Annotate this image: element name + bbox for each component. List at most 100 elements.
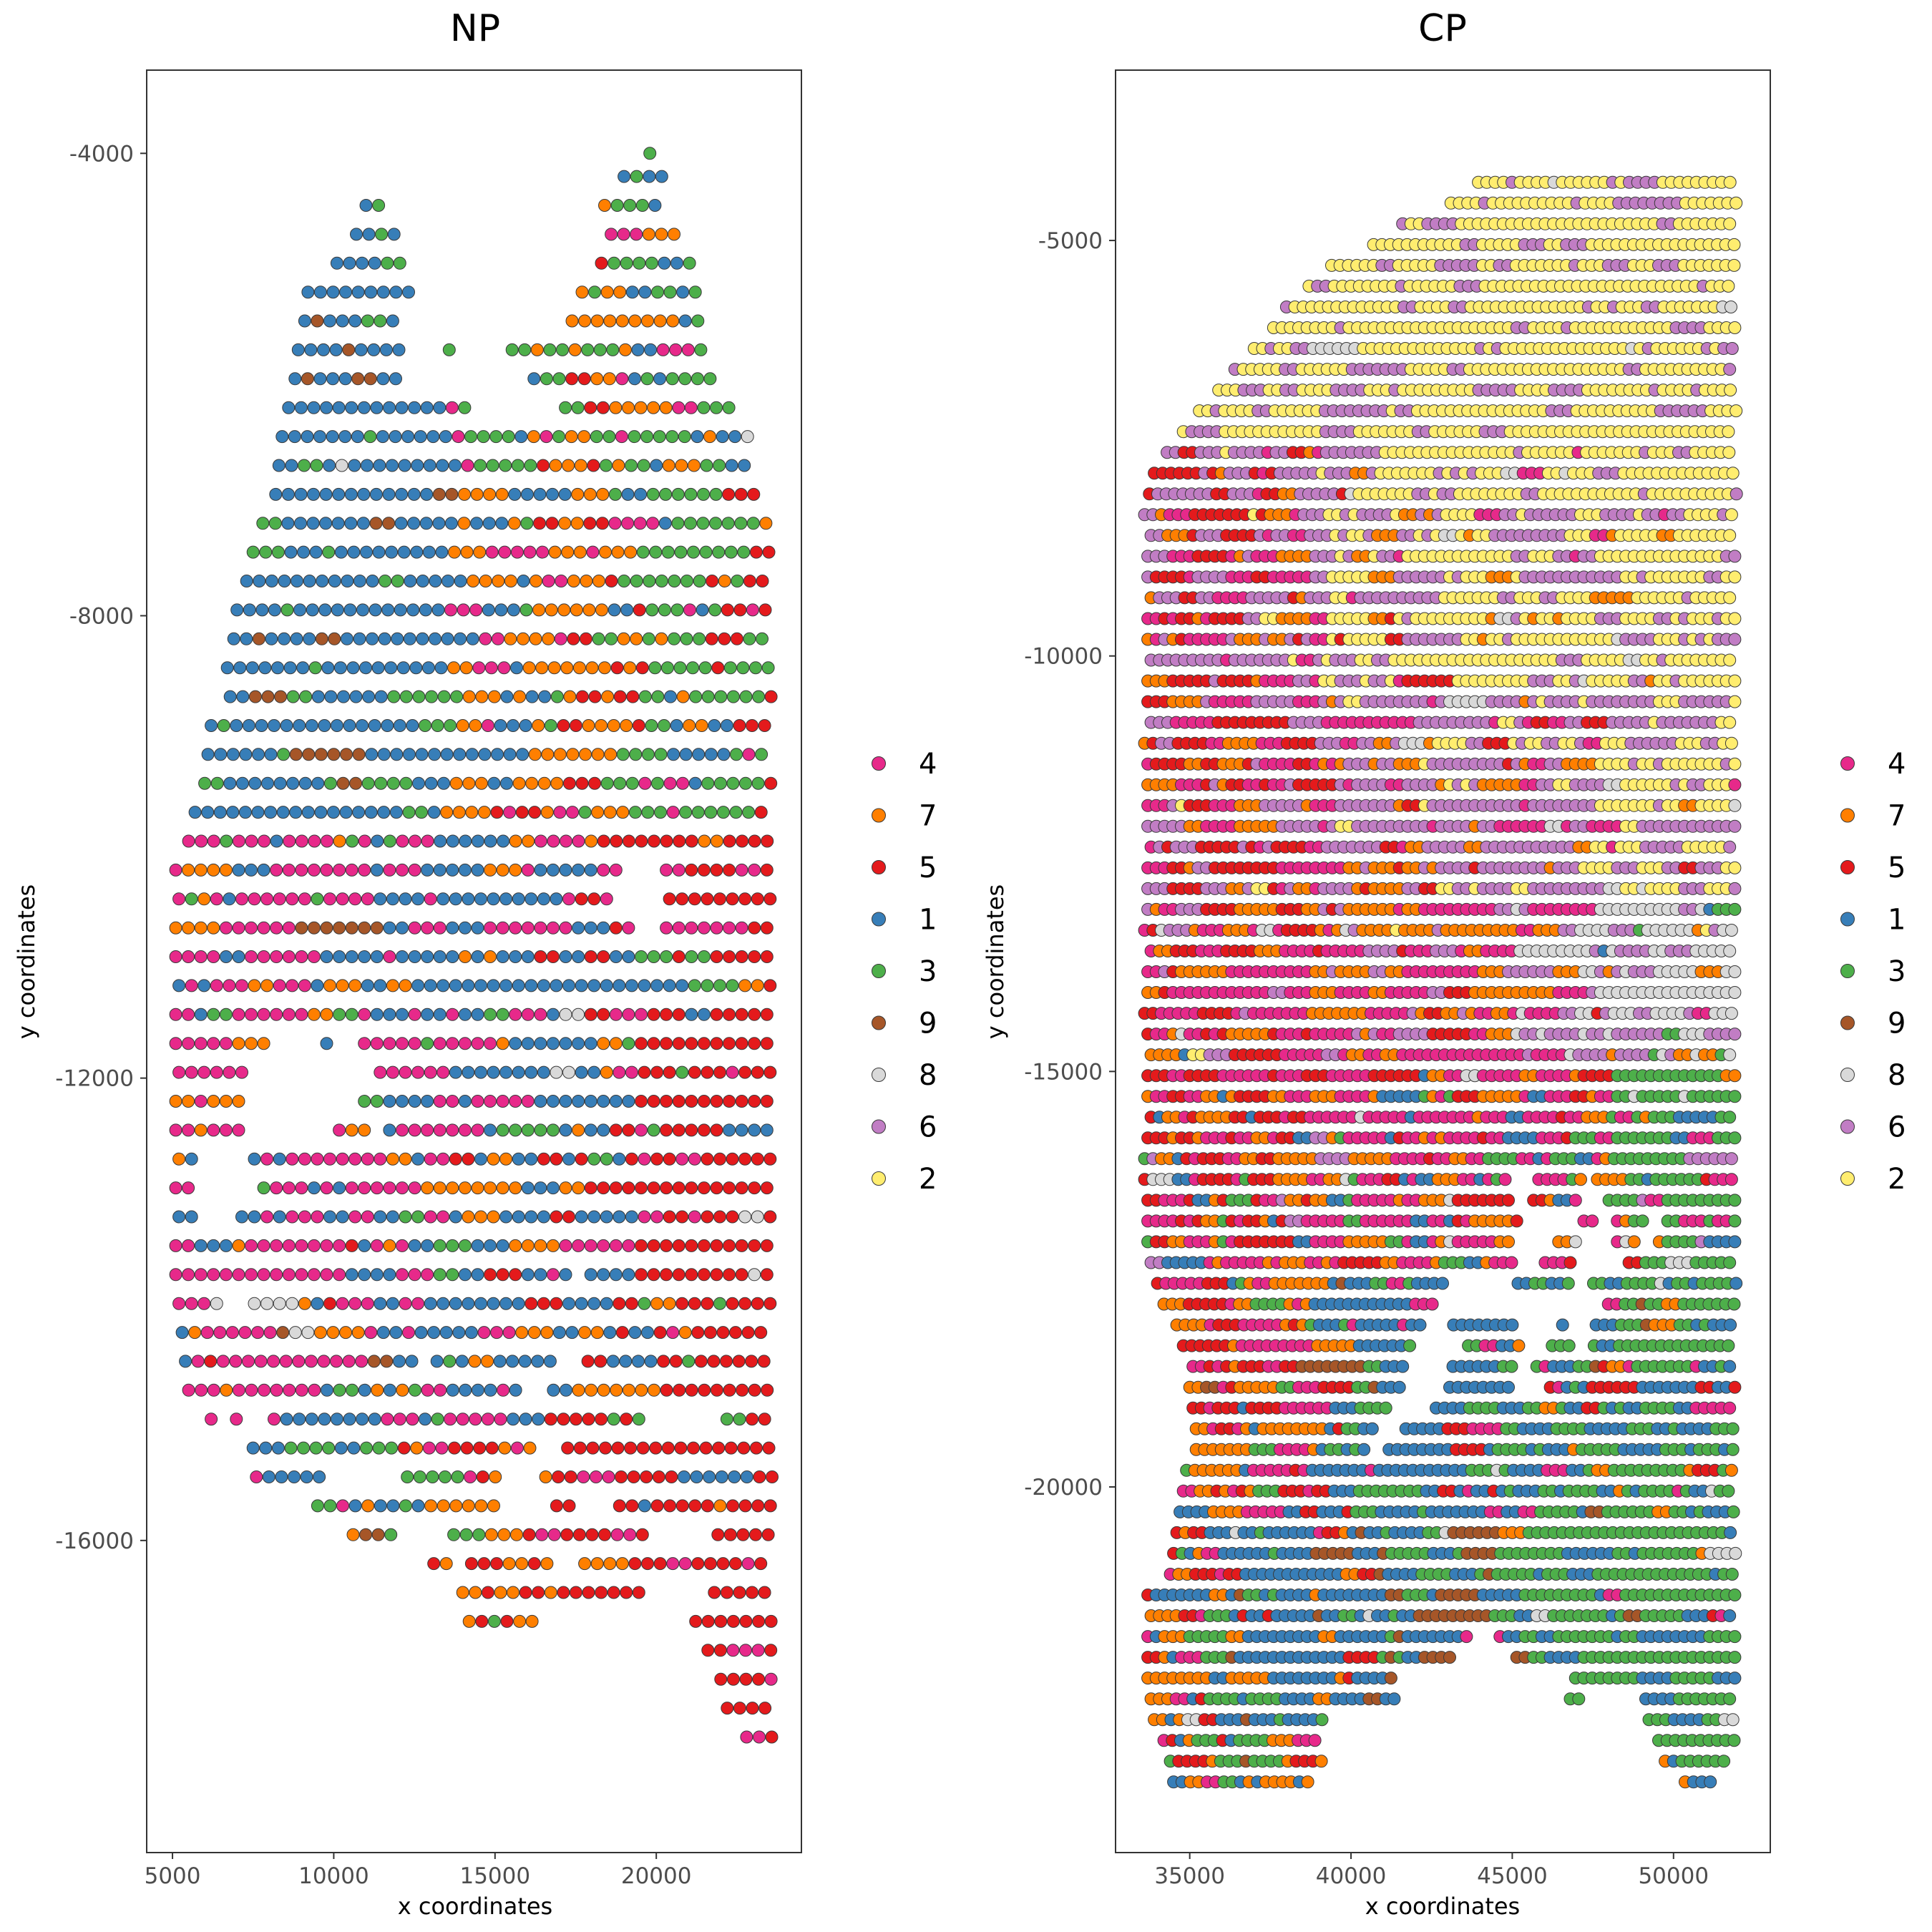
data-point <box>622 401 635 414</box>
data-point <box>197 1297 211 1310</box>
data-point <box>660 1008 673 1021</box>
data-point <box>546 1268 560 1282</box>
data-point <box>182 950 195 963</box>
data-point <box>487 892 500 906</box>
data-point <box>359 661 373 675</box>
data-point <box>540 1326 554 1340</box>
data-point <box>665 1470 678 1483</box>
data-point <box>718 575 731 587</box>
data-point <box>749 545 763 559</box>
data-point <box>348 459 361 472</box>
data-point <box>421 1268 434 1282</box>
data-point <box>299 690 313 703</box>
data-point <box>421 1123 434 1137</box>
data-point <box>408 1181 421 1195</box>
data-point <box>323 459 336 472</box>
data-point <box>172 1152 186 1166</box>
data-point <box>270 1268 283 1282</box>
data-point <box>320 950 333 963</box>
data-point <box>351 372 365 386</box>
data-point <box>347 545 361 559</box>
data-point <box>597 921 610 935</box>
data-point <box>408 863 421 877</box>
data-point <box>710 1095 723 1108</box>
data-point <box>735 1268 748 1282</box>
data-point <box>441 632 454 645</box>
data-point <box>1728 1028 1742 1041</box>
data-point <box>288 1470 301 1483</box>
data-point <box>672 1008 686 1021</box>
data-point <box>232 1268 245 1282</box>
data-point <box>633 603 646 617</box>
data-point <box>346 661 360 675</box>
data-point <box>1728 799 1742 812</box>
data-point <box>701 892 714 906</box>
data-point <box>512 1065 525 1079</box>
data-point <box>597 1123 610 1137</box>
data-point <box>723 1181 736 1195</box>
data-point <box>458 1268 472 1282</box>
data-point <box>544 1586 557 1599</box>
legend-key-9 <box>872 1015 886 1030</box>
data-point <box>703 1470 716 1483</box>
data-point <box>595 1413 608 1426</box>
data-point <box>320 1268 333 1282</box>
data-point <box>534 950 547 963</box>
data-point <box>390 748 404 761</box>
y-tick-label: -8000 <box>69 603 134 629</box>
data-point <box>195 834 208 848</box>
legend-key-8 <box>872 1068 886 1082</box>
data-point <box>457 603 470 617</box>
data-point <box>685 1268 698 1282</box>
data-point <box>676 776 690 790</box>
data-point <box>597 834 610 848</box>
data-point <box>697 950 711 963</box>
data-point <box>474 1152 487 1166</box>
data-point <box>521 1181 535 1195</box>
data-point <box>691 1557 705 1571</box>
data-point <box>739 1644 752 1657</box>
data-point <box>383 1008 396 1021</box>
data-point <box>378 632 391 645</box>
data-point <box>699 1441 713 1455</box>
data-point <box>360 545 373 559</box>
data-point <box>540 806 554 819</box>
data-point <box>360 1441 373 1455</box>
data-point <box>393 1413 406 1426</box>
data-point <box>1727 258 1741 272</box>
data-point <box>726 892 739 906</box>
data-point <box>1723 175 1737 189</box>
data-point <box>622 1239 635 1252</box>
data-point <box>194 1095 208 1108</box>
data-point <box>349 690 363 703</box>
data-point <box>396 921 409 935</box>
data-point <box>697 863 711 877</box>
data-point <box>416 575 429 587</box>
data-point <box>1728 965 1742 978</box>
data-point <box>436 459 449 472</box>
data-point <box>421 1239 434 1252</box>
data-point <box>723 921 736 935</box>
data-point <box>534 1123 547 1137</box>
data-point <box>315 632 328 645</box>
data-point <box>251 1326 265 1340</box>
data-point <box>603 806 617 819</box>
data-point <box>507 603 520 617</box>
data-point <box>411 892 425 906</box>
data-point <box>714 1672 728 1686</box>
data-point <box>660 1268 673 1282</box>
data-point <box>587 979 601 992</box>
legend-key-4 <box>872 756 886 771</box>
data-point <box>651 690 665 703</box>
data-point <box>446 1008 459 1021</box>
data-point <box>240 632 253 645</box>
data-point <box>616 806 630 819</box>
data-point <box>738 979 752 992</box>
data-point <box>469 1586 482 1599</box>
data-point <box>421 1008 434 1021</box>
data-point <box>512 776 526 790</box>
data-point <box>328 632 341 645</box>
data-point <box>257 863 270 877</box>
data-point <box>738 459 751 472</box>
data-point <box>599 545 612 559</box>
